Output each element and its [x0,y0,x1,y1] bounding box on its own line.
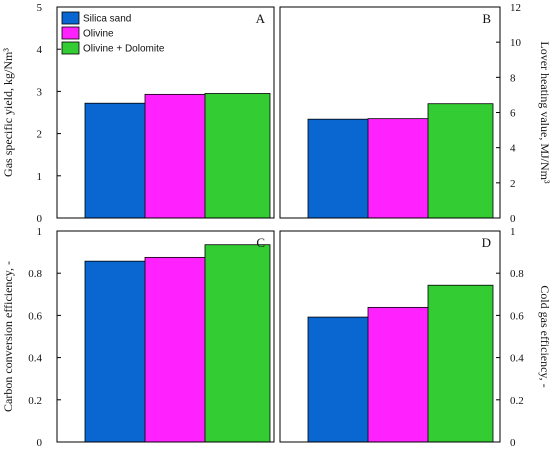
panel-c-y-tick-label: 0.8 [28,268,42,280]
panel-b-y-tick-label: 12 [510,2,521,14]
panel-a-y-tick-label: 2 [37,129,43,141]
panel-c-y-tick-label: 0.6 [28,310,42,322]
panel-a-letter: A [256,11,266,26]
bar-panel-b-olivine [367,118,434,219]
panel-d-frame [279,230,501,443]
legend-label-olivine: Olivine [83,29,114,40]
legend-swatch-olivine [61,26,80,40]
panel-d-y-tick-label: 0.6 [510,310,524,322]
panel-a-y-tick-label: 3 [37,86,43,98]
panel-b-y-axis-title: Lover heating value, MJ/Nm³ [538,41,550,184]
panel-a-frame [56,6,275,219]
bar-panel-b-olivine-dolomite [427,103,494,219]
bar-panel-c-olivine [144,256,211,443]
bar-panel-c-silica-sand [84,260,151,443]
legend-swatch-olivine-dolomite [61,41,80,55]
panel-a-y-axis-title: Gas specific yield, kg/Nm³ [1,48,15,177]
bar-panel-b-silica-sand [307,118,374,219]
panel-b-y-tick-label: 6 [510,108,516,120]
bar-panel-d-olivine-dolomite [427,284,494,443]
panel-c-y-tick-label: 0 [37,437,43,449]
panel-d-y-tick-label: 0.4 [510,353,524,365]
panel-b-y-tick-label: 0 [510,213,516,225]
bar-panel-a-olivine [144,93,211,219]
bar-panel-c-olivine-dolomite [204,244,271,443]
legend-label-olivine-dolomite: Olivine + Dolomite [83,44,165,55]
panel-b-y-tick-label: 10 [510,37,522,49]
bar-panel-a-silica-sand [84,102,151,219]
panel-b-y-tick-label: 8 [510,72,516,84]
panel-c-letter: C [256,235,265,250]
bar-panel-d-silica-sand [307,316,374,443]
panel-c-y-tick-label: 0.4 [28,353,42,365]
panel-c-y-axis-title: Carbon conversion efficiency, - [1,261,15,412]
panel-c-y-tick-label: 0.2 [28,395,42,407]
legend-swatch-silica-sand [61,11,80,25]
panel-d-y-axis-title: Cold gas efficiency, - [538,285,550,387]
legend-label-silica-sand: Silica sand [83,14,131,25]
panel-c-y-tick-label: 1 [37,226,43,238]
panel-a-y-tick-label: 1 [37,171,43,183]
panel-d-y-tick-label: 1 [510,226,516,238]
panel-d-y-tick-label: 0.2 [510,395,524,407]
bar-panel-d-olivine [367,306,434,443]
panel-b-y-tick-label: 2 [510,178,516,190]
panel-b-y-tick-label: 4 [510,143,516,155]
panel-a-y-tick-label: 0 [37,213,43,225]
panel-d-y-tick-label: 0.8 [510,268,524,280]
panel-a-y-tick-label: 5 [37,2,43,14]
panel-a-y-tick-label: 4 [37,44,43,56]
panel-b-letter: B [482,11,491,26]
bar-panel-a-olivine-dolomite [204,93,271,219]
panel-d-y-tick-label: 0 [510,437,516,449]
panel-c-frame [56,230,275,443]
panel-d-letter: D [482,235,491,250]
